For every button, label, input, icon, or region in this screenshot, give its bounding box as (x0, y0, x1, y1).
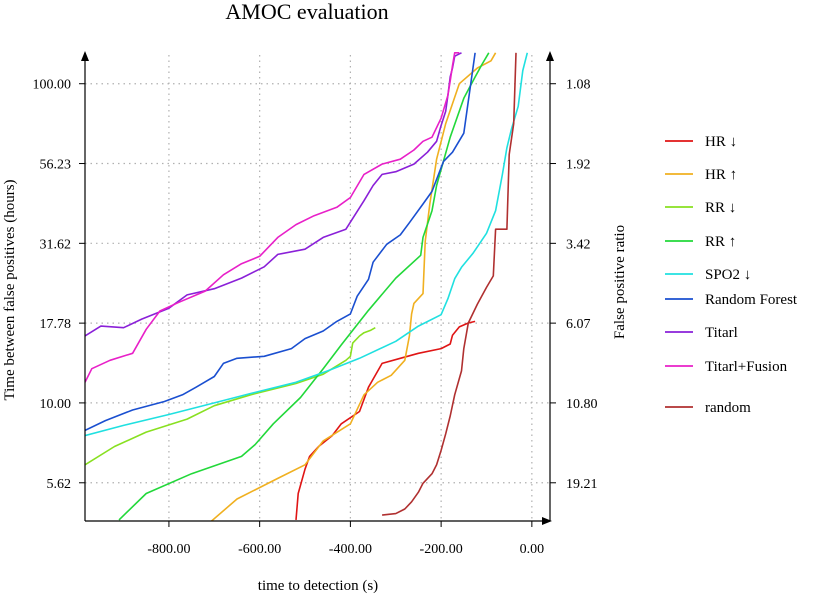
series-line-titarl (85, 52, 462, 337)
legend-label: SPO2 ↓ (705, 267, 751, 283)
y2-tick-label: 6.07 (566, 317, 591, 332)
y-tick-label: 5.62 (47, 477, 72, 492)
series-line-hr (210, 52, 497, 521)
legend-label: Titarl (705, 325, 738, 341)
y-tick-label: 100.00 (33, 78, 72, 93)
legend-label: HR ↓ (705, 134, 737, 150)
legend: HR ↓ HR ↑ RR ↓ RR ↑ SPO2 ↓ Random Forest Titar… (665, 134, 798, 416)
series-line-random-forest (85, 52, 476, 432)
y2-tick-label: 1.08 (566, 78, 591, 93)
series-line-spo2 (85, 52, 529, 437)
series-line-titarl-fusion (85, 52, 460, 383)
axes (79, 51, 556, 527)
legend-label: Titarl+Fusion (705, 359, 788, 375)
chart-title: AMOC evaluation (225, 0, 388, 24)
x-tick-label: 0.00 (520, 542, 545, 557)
y-axis-arrow (81, 51, 89, 61)
tick-labels: -800.00 -600.00 -400.00 -200.00 0.00 5.62 19.2… (33, 78, 598, 557)
series-line-rr (85, 327, 376, 466)
y2-tick-label: 10.80 (566, 397, 598, 412)
y-tick-label: 17.78 (40, 317, 72, 332)
x-tick-label: -600.00 (238, 542, 281, 557)
y2-axis-arrow (546, 51, 554, 61)
x-tick-label: -800.00 (147, 542, 190, 557)
y2-tick-label: 3.42 (566, 237, 591, 252)
legend-label: Random Forest (705, 292, 798, 308)
y-tick-label: 31.62 (40, 237, 72, 252)
y2-tick-label: 19.21 (566, 477, 598, 492)
y2-tick-label: 1.92 (566, 158, 591, 173)
grid (85, 55, 550, 521)
x-axis-label: time to detection (s) (258, 578, 378, 594)
legend-label: random (705, 400, 751, 416)
series-line-random (382, 52, 517, 516)
y-tick-label: 56.23 (40, 158, 72, 173)
x-tick-label: -200.00 (420, 542, 463, 557)
y-tick-label: 10.00 (40, 397, 72, 412)
x-tick-label: -400.00 (329, 542, 372, 557)
y-axis-label: Time between false positives (hours) (2, 179, 18, 400)
x-axis-arrow (542, 517, 552, 525)
y2-axis-label: False positive ratio (612, 225, 628, 339)
legend-label: RR ↑ (705, 234, 736, 250)
series-line-rr (118, 52, 490, 521)
legend-label: HR ↑ (705, 167, 737, 183)
series-layer (85, 52, 529, 521)
legend-label: RR ↓ (705, 200, 736, 216)
